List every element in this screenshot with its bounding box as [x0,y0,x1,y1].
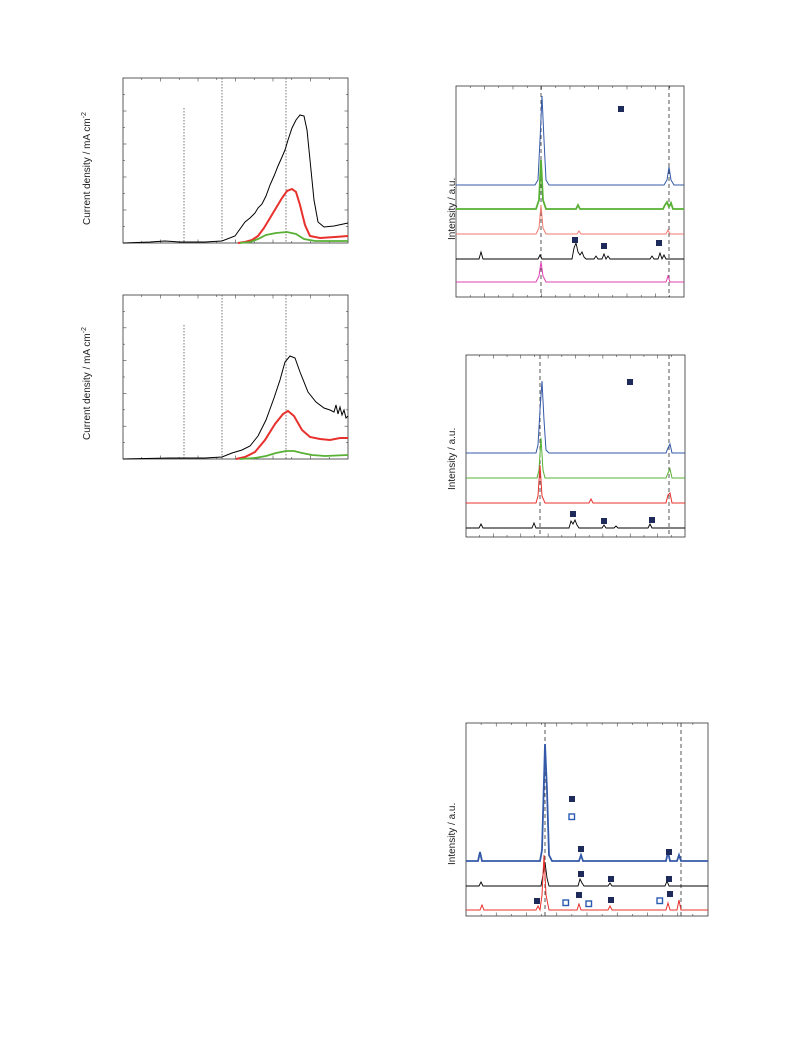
series-blue [456,95,684,186]
series-green [456,159,684,210]
peak-marker [576,892,582,898]
peak-marker-open [568,813,576,821]
series-pink [456,261,684,283]
series-black [466,518,685,529]
plot-frame [465,722,709,917]
series-green [466,437,685,479]
axis-ticks [479,355,672,537]
peak-marker [601,243,607,249]
axis-ticks [480,723,694,916]
peak-marker [601,518,607,524]
series-salmon [456,204,684,235]
peak-marker [666,876,672,882]
series-green [239,231,348,244]
xrd-plot-top: Intensity / a.u. [447,85,685,298]
xrd-plot-bottom: Intensity / a.u. [447,722,709,917]
series-red [237,187,349,244]
peak-marker [578,846,584,852]
y-axis-label: Intensity / a.u. [447,178,458,240]
current-density-plot-bottom: Current density / mA cm-2 [81,294,349,460]
peak-marker [572,237,578,243]
plot-frame [465,354,686,538]
peak-marker [667,891,673,897]
series-black [456,241,684,261]
peak-marker [666,849,672,855]
current-density-plot-top: Current density / mA cm-2 [81,77,349,244]
y-axis-label: Current density / mA cm-2 [81,112,93,225]
axis-ticks [123,295,348,459]
series-red [466,464,685,504]
series-red [235,409,348,460]
peak-marker [570,511,576,517]
peak-marker [608,876,614,882]
axis-ticks [469,86,671,297]
peak-marker [569,796,575,802]
y-axis-label: Current density / mA cm-2 [81,327,93,440]
series-blue [466,380,685,454]
legend-marker [627,379,633,385]
peak-marker [578,871,584,877]
peak-marker-open [656,897,664,905]
peak-marker [608,897,614,903]
series-green [239,450,349,460]
series-blue [466,743,708,862]
peak-marker [656,240,662,246]
y-axis-label: Intensity / a.u. [447,803,458,865]
peak-marker-open [585,900,593,908]
series-black [122,114,349,244]
peak-marker [534,898,540,904]
series-black [466,861,708,887]
plot-frame [122,77,349,244]
xrd-plot-middle: Intensity / a.u. [447,354,686,538]
peak-marker-open [562,899,570,907]
legend-marker [618,106,624,112]
series-red [466,854,708,912]
y-axis-label: Intensity / a.u. [447,428,458,490]
series-black [122,355,349,460]
plot-frame [455,85,685,298]
plot-frame [122,294,349,460]
peak-marker [649,517,655,523]
axis-ticks [123,78,348,243]
